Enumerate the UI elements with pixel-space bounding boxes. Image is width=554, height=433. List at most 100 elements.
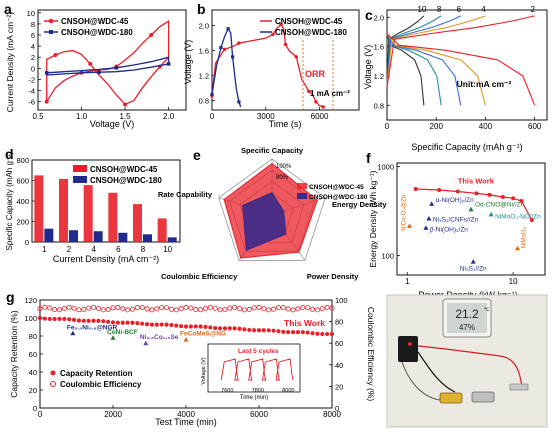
efficiency-point (305, 305, 311, 311)
efficiency-point (56, 307, 62, 313)
reference-label: NiMoO₄-NC//Zn (495, 213, 541, 220)
y-tick-label: 100 (381, 251, 394, 260)
reference-marker (70, 330, 76, 336)
panel-a-series (44, 19, 171, 107)
retention-point (271, 328, 276, 333)
panel-a-legend: CNSOH@WDC-45 CNSOH@WDC-180 (44, 17, 133, 37)
panel-c-series (386, 15, 536, 106)
legend-swatch-d2 (73, 176, 87, 183)
cv-marker (44, 99, 49, 104)
efficiency-point (71, 305, 77, 311)
y-tick-label: 80 (29, 332, 37, 341)
bar-wdc45 (133, 204, 142, 242)
efficiency-point (237, 306, 243, 312)
efficiency-point (91, 304, 97, 310)
retention-point (42, 316, 47, 321)
efficiency-point (193, 307, 199, 313)
y-tick-label: 0 (33, 404, 37, 413)
retention-point (213, 325, 218, 331)
efficiency-point (178, 306, 184, 312)
retention-point (286, 330, 291, 335)
retention-point (86, 318, 91, 323)
efficiency-point (144, 306, 150, 312)
curve-label: 4 (481, 5, 486, 14)
efficiency-point (61, 305, 67, 311)
efficiency-point (159, 304, 165, 310)
legend-marker-a1 (48, 18, 54, 24)
retention-point (67, 317, 72, 322)
panel-f-label: f (366, 150, 371, 166)
current-annotation: 1 mA cm⁻² (310, 89, 350, 98)
device-led (408, 342, 412, 346)
retention-point (276, 329, 281, 334)
panel-b-ticks: 0 3000 6000 0.8 1.2 1.6 2.0 (199, 22, 329, 121)
panel-g-legend: Capacity Retention Coulombic Efficiency (50, 369, 142, 389)
retention-point (76, 318, 82, 323)
efficiency-point (37, 306, 43, 312)
black-wire (417, 351, 456, 393)
retention-point (217, 326, 223, 331)
this-work-point (519, 199, 524, 204)
inset-title: Last 5 cycles (238, 348, 279, 355)
legend-marker-a2 (49, 30, 53, 34)
y-tick-label: 8 (31, 20, 35, 29)
x-tick-label: 1.5 (119, 112, 131, 121)
legend-swatch-e2 (297, 193, 307, 199)
efficiency-point (183, 304, 189, 310)
retention-point (179, 324, 184, 329)
cv-curve-2 (46, 56, 170, 76)
efficiency-point (241, 307, 247, 313)
panel-e: e 100% 80% Specific Capacity Energy Density… (158, 146, 388, 281)
panel-c-ylabel: Voltage (V) (363, 45, 373, 90)
retention-point (203, 324, 208, 329)
retention-point (183, 324, 189, 329)
efficiency-point (76, 307, 82, 313)
reference-marker (407, 223, 413, 228)
charge-curve (386, 15, 442, 88)
retention-point (115, 320, 120, 325)
this-work-point (487, 192, 492, 197)
reference-marker (426, 216, 432, 221)
reference-marker (515, 245, 521, 251)
efficiency-point (212, 305, 218, 311)
bar-wdc45 (34, 175, 44, 242)
retention-point (281, 329, 286, 334)
panel-e-radar: 100% 80% Specific Capacity Energy Density Po… (158, 146, 388, 281)
curve-marker (222, 47, 227, 52)
panel-d-legend: CNSOH@WDC-45 CNSOH@WDC-180 (73, 165, 162, 185)
y-tick-label: 10 (27, 9, 35, 18)
efficiency-point (256, 304, 262, 310)
x-tick-label: 200 (430, 122, 444, 131)
efficiency-point (290, 307, 296, 313)
panel-b-legend: CNSOH@WDC-45 CNSOH@WDC-180 (260, 17, 347, 37)
efficiency-point (329, 305, 335, 311)
bar-wdc45 (157, 218, 167, 242)
retention-point (295, 329, 301, 335)
panel-c-ticks: 0 200 400 600 0.8 1.2 1.6 2.0 (374, 13, 542, 131)
efficiency-point (120, 306, 126, 312)
inset-series: 7600 7800 8000 (220, 358, 294, 394)
retention-point (310, 331, 315, 336)
legend-marker-g2 (50, 381, 56, 387)
legend-text-e1: CNSOH@WDC-45 (309, 184, 364, 191)
y-tick-label: 4 (31, 42, 35, 51)
radar-axis-label: Specific Capacity (241, 146, 304, 155)
retention-point (91, 318, 96, 323)
panel-d-ylabel: Specific Capacity (mAh g⁻¹) (5, 151, 14, 250)
y-tick-label: 2 (31, 53, 35, 62)
x-tick-label: 400 (479, 122, 493, 131)
x-tick-label: 4 (91, 245, 96, 254)
x-tick-label: 6000 (311, 112, 329, 121)
x-tick-label: 2.0 (163, 112, 175, 121)
efficiency-point (314, 307, 320, 313)
efficiency-point (232, 304, 238, 310)
y-tick-label: 100 (24, 314, 37, 323)
retention-point (208, 325, 213, 330)
retention-point (154, 322, 159, 327)
retention-point (52, 316, 57, 322)
retention-point (37, 315, 43, 321)
y-tick-label: 120 (24, 296, 37, 305)
panel-b: b 0 3000 6000 0.8 1.2 1.6 2.0 ORR 1 mA cm⁻² Ti… (183, 1, 360, 129)
radar-axis-label: Coulombic Efficiency (161, 272, 238, 281)
y-tick-label: 1.6 (199, 47, 209, 56)
